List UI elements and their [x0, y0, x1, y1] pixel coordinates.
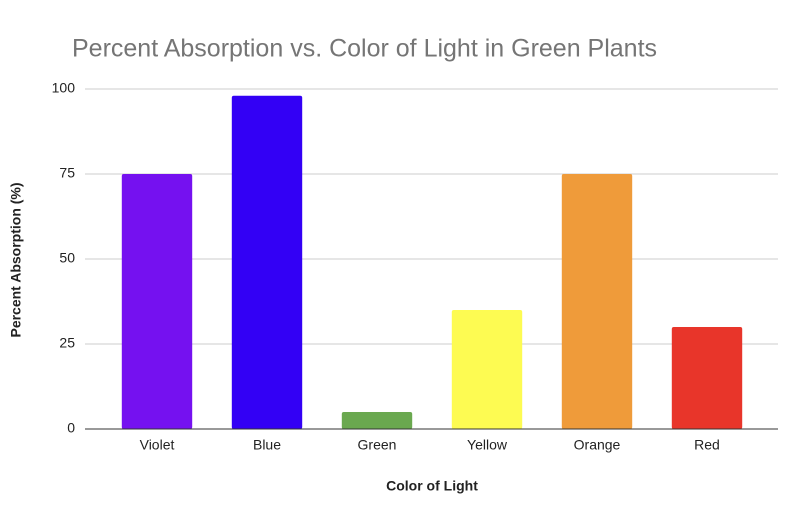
- y-tick-label: 0: [67, 420, 75, 436]
- bar: [561, 174, 633, 429]
- x-tick-label: Red: [694, 437, 720, 453]
- y-tick-label: 25: [59, 335, 75, 351]
- y-tick-label: 50: [59, 250, 75, 266]
- x-tick-label: Green: [358, 437, 397, 453]
- bar: [341, 412, 413, 429]
- x-axis-title: Color of Light: [386, 478, 478, 494]
- x-tick-label: Blue: [253, 437, 281, 453]
- x-tick-label: Violet: [140, 437, 175, 453]
- x-tick-label: Orange: [574, 437, 621, 453]
- y-tick-label: 75: [59, 165, 75, 181]
- bar: [451, 310, 523, 429]
- x-tick-label: Yellow: [467, 437, 508, 453]
- bar: [121, 174, 193, 429]
- bar: [231, 95, 303, 430]
- bar: [671, 327, 743, 429]
- y-axis-title: Percent Absorption (%): [8, 182, 24, 337]
- chart-title: Percent Absorption vs. Color of Light in…: [72, 35, 657, 63]
- y-tick-label: 100: [52, 80, 76, 96]
